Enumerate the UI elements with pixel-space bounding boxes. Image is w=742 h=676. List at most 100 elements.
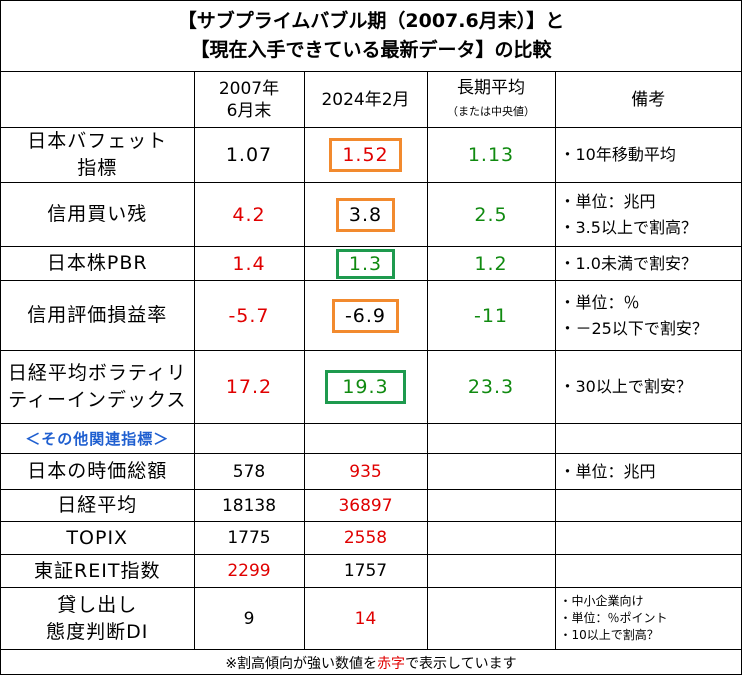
row-label-line: 貸し出し bbox=[57, 593, 138, 616]
row-label: 日経平均 bbox=[1, 489, 195, 522]
header-notes: 備考 bbox=[554, 71, 741, 128]
value-2024-cell: 19.3 bbox=[303, 350, 428, 424]
table-row: 日経平均ボラティリ ティーインデックス 17.2 19.3 23.3 ・30以上… bbox=[1, 350, 741, 424]
category-row: ＜その他関連指標＞ bbox=[1, 423, 741, 454]
empty-cell bbox=[426, 554, 556, 588]
row-note-line: ・単位：％ bbox=[559, 292, 640, 312]
empty-cell bbox=[426, 521, 556, 555]
row-note-line: ・－25以下で割安？ bbox=[559, 318, 708, 338]
footer-text: で表示しています bbox=[405, 655, 517, 672]
value-long-term: 1.2 bbox=[426, 246, 556, 281]
value-2024-highlight-box: 3.8 bbox=[335, 197, 396, 232]
other-indicators-heading: ＜その他関連指標＞ bbox=[1, 423, 195, 454]
row-note-line: ・10以上で割高？ bbox=[559, 628, 659, 642]
empty-cell bbox=[554, 489, 741, 522]
table-row: 日本の時価総額 578 935 ・単位：兆円 bbox=[1, 453, 741, 490]
row-note: ・30以上で割安？ bbox=[554, 350, 741, 424]
header-2007-year: 2007年 bbox=[218, 78, 280, 99]
row-note: ・単位：兆円 ・3.5以上で割高？ bbox=[554, 182, 741, 247]
value-2024: 36897 bbox=[303, 489, 428, 522]
value-2007: 1.07 bbox=[193, 127, 305, 183]
value-2007: -5.7 bbox=[193, 280, 305, 351]
empty-cell bbox=[554, 521, 741, 555]
value-2024-cell: 1.3 bbox=[303, 246, 428, 281]
value-2024-highlight-box: 1.3 bbox=[335, 248, 396, 279]
row-label: 信用買い残 bbox=[1, 182, 195, 247]
value-2024-cell: -6.9 bbox=[303, 280, 428, 351]
row-label: 日本株PBR bbox=[1, 246, 195, 281]
table-row: TOPIX 1775 2558 bbox=[1, 521, 741, 555]
empty-cell bbox=[426, 587, 556, 650]
row-label: 貸し出し 態度判断DI bbox=[1, 587, 195, 650]
row-label: TOPIX bbox=[1, 521, 195, 555]
value-2007: 2299 bbox=[193, 554, 305, 588]
row-label-line: 日経平均ボラティリ bbox=[7, 362, 187, 384]
row-note-line: ・3.5以上で割高？ bbox=[559, 217, 697, 237]
empty-cell bbox=[554, 554, 741, 588]
header-long-term: 長期平均 （または中央値） bbox=[426, 71, 556, 128]
header-2007-month: 6月末 bbox=[226, 100, 272, 121]
row-label-line: ティーインデックス bbox=[8, 389, 187, 411]
value-2007: 578 bbox=[193, 453, 305, 490]
row-note-line: ・中小企業向け bbox=[559, 594, 644, 608]
value-long-term: 1.13 bbox=[426, 127, 556, 183]
row-note: ・1.0未満で割安？ bbox=[554, 246, 741, 281]
header-long-term-label: 長期平均 bbox=[457, 77, 525, 98]
row-label: 日本の時価総額 bbox=[1, 453, 195, 490]
value-2007: 1.4 bbox=[193, 246, 305, 281]
sheet-title: 【サブプライムバブル期（2007.6月末）】と 【現在入手できている最新データ】… bbox=[1, 1, 741, 72]
empty-cell bbox=[554, 423, 741, 454]
row-label-line: 態度判断DI bbox=[46, 620, 149, 643]
value-long-term: 23.3 bbox=[426, 350, 556, 424]
value-2007: 4.2 bbox=[193, 182, 305, 247]
comparison-table: 2007年 6月末 2024年2月 長期平均 （または中央値） 備考 日本バフェ… bbox=[1, 71, 741, 676]
row-note: ・中小企業向け ・単位：％ポイント ・10以上で割高？ bbox=[554, 587, 741, 650]
row-label: 日本バフェット 指標 bbox=[1, 127, 195, 183]
row-note: ・10年移動平均 bbox=[554, 127, 741, 183]
row-label: 東証REIT指数 bbox=[1, 554, 195, 588]
empty-cell bbox=[303, 423, 428, 454]
footer-row: ※割高傾向が強い数値を赤字で表示しています bbox=[1, 649, 741, 676]
row-note: ・単位：兆円 bbox=[554, 453, 741, 490]
table-row: 信用評価損益率 -5.7 -6.9 -11 ・単位：％ ・－25以下で割安？ bbox=[1, 280, 741, 351]
empty-cell bbox=[426, 489, 556, 522]
value-2007: 9 bbox=[193, 587, 305, 650]
value-2024: 1757 bbox=[303, 554, 428, 588]
empty-cell bbox=[426, 453, 556, 490]
header-blank-cell bbox=[1, 71, 195, 128]
value-2024: 935 bbox=[303, 453, 428, 490]
footer-note: ※割高傾向が強い数値を赤字で表示しています bbox=[1, 649, 741, 676]
value-2024: 2558 bbox=[303, 521, 428, 555]
empty-cell bbox=[426, 423, 556, 454]
footer-red-text: 赤字 bbox=[377, 655, 406, 672]
value-long-term: -11 bbox=[426, 280, 556, 351]
footer-text: ※割高傾向が強い数値を bbox=[225, 655, 378, 672]
header-long-term-sub: （または中央値） bbox=[447, 104, 535, 118]
title-line-2: 【現在入手できている最新データ】の比較 bbox=[190, 39, 552, 61]
table-row: 日経平均 18138 36897 bbox=[1, 489, 741, 522]
row-note: ・単位：％ ・－25以下で割安？ bbox=[554, 280, 741, 351]
empty-cell bbox=[193, 423, 305, 454]
value-2007: 1775 bbox=[193, 521, 305, 555]
row-note-line: ・単位：％ポイント bbox=[559, 611, 668, 625]
row-label: 日経平均ボラティリ ティーインデックス bbox=[1, 350, 195, 424]
value-2024-highlight-box: 19.3 bbox=[325, 370, 406, 404]
header-2007: 2007年 6月末 bbox=[193, 71, 305, 128]
value-2007: 17.2 bbox=[193, 350, 305, 424]
row-label: 信用評価損益率 bbox=[1, 280, 195, 351]
row-label-line: 指標 bbox=[77, 157, 118, 179]
value-2024-highlight-box: -6.9 bbox=[331, 298, 400, 333]
table-row: 日本株PBR 1.4 1.3 1.2 ・1.0未満で割安？ bbox=[1, 246, 741, 281]
table-row: 貸し出し 態度判断DI 9 14 ・中小企業向け ・単位：％ポイント ・10以上… bbox=[1, 587, 741, 650]
header-row: 2007年 6月末 2024年2月 長期平均 （または中央値） 備考 bbox=[1, 71, 741, 128]
table-row: 信用買い残 4.2 3.8 2.5 ・単位：兆円 ・3.5以上で割高？ bbox=[1, 182, 741, 247]
value-2024-cell: 1.52 bbox=[303, 127, 428, 183]
title-line-1: 【サブプライムバブル期（2007.6月末）】と bbox=[177, 10, 565, 32]
value-2024: 14 bbox=[303, 587, 428, 650]
value-2024-highlight-box: 1.52 bbox=[329, 138, 402, 172]
table-row: 日本バフェット 指標 1.07 1.52 1.13 ・10年移動平均 bbox=[1, 127, 741, 183]
value-long-term: 2.5 bbox=[426, 182, 556, 247]
header-2024: 2024年2月 bbox=[303, 71, 428, 128]
value-2007: 18138 bbox=[193, 489, 305, 522]
